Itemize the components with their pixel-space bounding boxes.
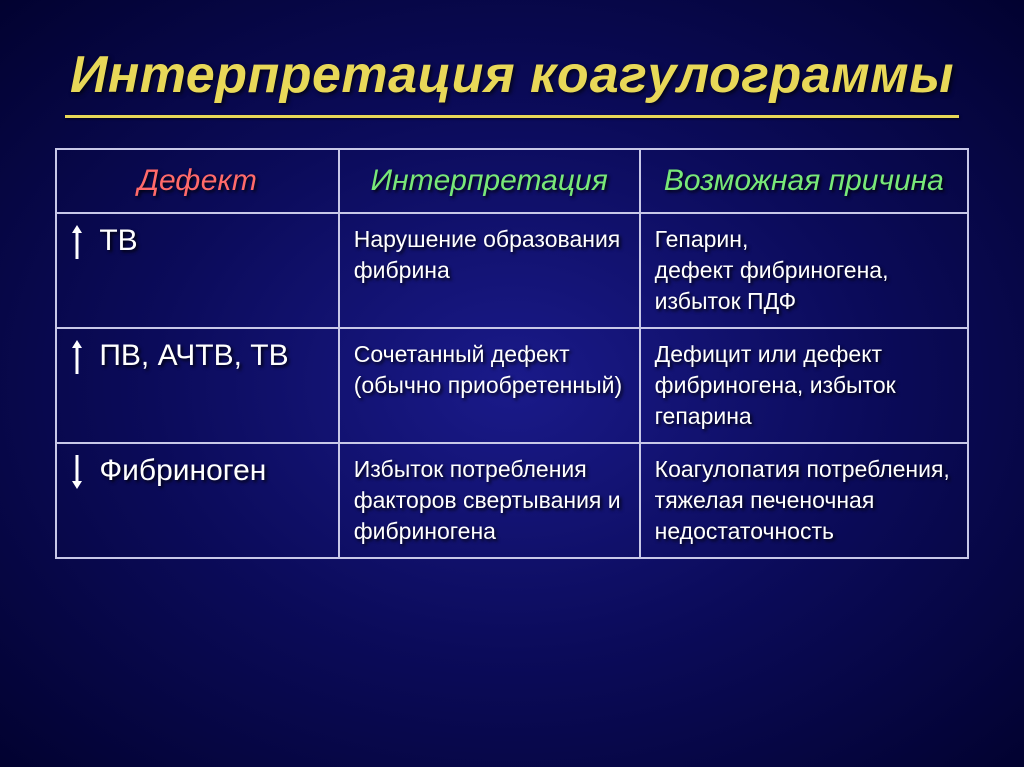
slide-title: Интерпретация коагулограммы <box>55 45 969 105</box>
cell-interpretation: Избыток потребления факторов свертывания… <box>339 443 640 558</box>
table-row: ТВ Нарушение образования фибрина Гепарин… <box>56 213 968 328</box>
arrow-down-icon <box>71 454 83 490</box>
table-row: Фибриноген Избыток потребления факторов … <box>56 443 968 558</box>
header-cause: Возможная причина <box>640 149 968 213</box>
defect-label: ПВ, АЧТВ, ТВ <box>99 339 288 372</box>
cell-defect: ПВ, АЧТВ, ТВ <box>56 328 339 443</box>
cell-defect: ТВ <box>56 213 339 328</box>
cell-cause: Дефицит или дефект фибриногена, избыток … <box>640 328 968 443</box>
title-underline <box>65 115 959 118</box>
arrow-up-icon <box>71 339 83 375</box>
interpretation-table: Дефект Интерпретация Возможная причина Т… <box>55 148 969 559</box>
header-interpretation: Интерпретация <box>339 149 640 213</box>
arrow-up-icon <box>71 224 83 260</box>
cell-interpretation: Нарушение образования фибрина <box>339 213 640 328</box>
cell-defect: Фибриноген <box>56 443 339 558</box>
cell-cause: Коагулопатия потребления,тяжелая печеноч… <box>640 443 968 558</box>
defect-label: Фибриноген <box>99 454 266 487</box>
cell-interpretation: Сочетанный дефект(обычно приобретенный) <box>339 328 640 443</box>
cell-cause: Гепарин,дефект фибриногена, избыток ПДФ <box>640 213 968 328</box>
table-header-row: Дефект Интерпретация Возможная причина <box>56 149 968 213</box>
defect-label: ТВ <box>99 224 137 257</box>
header-defect: Дефект <box>56 149 339 213</box>
table-row: ПВ, АЧТВ, ТВ Сочетанный дефект(обычно пр… <box>56 328 968 443</box>
